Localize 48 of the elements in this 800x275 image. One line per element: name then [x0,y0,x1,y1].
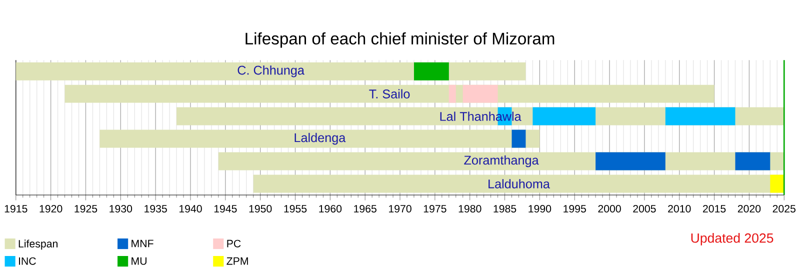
legend-label: Lifespan [18,240,58,250]
x-tick-label: 1930 [110,204,132,212]
legend-label: PC [227,240,241,248]
x-tick-label: 2000 [598,204,621,212]
y-tick-label: Laldenga [294,132,346,145]
x-tick-label: 2005 [633,204,656,212]
bar [532,107,596,126]
x-tick-label: 1965 [354,204,376,212]
y-tick-label: C. Chhunga [238,65,304,78]
x-tick-label: 1955 [284,204,307,212]
x-tick-label: 1915 [4,204,28,212]
bar [770,174,784,193]
x-tick-label: 1920 [40,204,62,212]
x-tick-label: 1980 [458,204,482,212]
x-tick-label: 1950 [249,204,272,212]
x-tick-label: 1985 [494,204,516,212]
x-tick-label: 1940 [179,204,202,212]
text: Updated 2025 [691,232,774,246]
x-tick-label: 1995 [564,204,586,212]
y-tick-label: Lalduhoma [488,179,550,188]
bar [512,130,526,148]
bar [462,84,498,103]
legend-label: ZPM [226,257,248,265]
bar [735,152,770,170]
chart-title: Lifespan of each chief minister of Mizoram [246,32,554,48]
y-tick-label: T. Sailo [369,89,410,98]
x-tick-label: 1945 [214,204,237,212]
x-tick-label: 1935 [144,204,167,212]
bar [448,84,456,103]
x-tick-label: 1970 [389,204,412,212]
bar [16,62,526,80]
legend-label: MU [132,257,146,265]
bar [665,107,736,126]
x-tick-label: 1990 [528,204,552,212]
x-tick-label: 2020 [738,204,761,212]
x-tick-label: 1960 [319,204,342,212]
x-tick-label: 1975 [424,204,446,212]
x-tick-label: 2010 [668,204,691,212]
bar [596,152,666,170]
bar [414,62,449,80]
legend-label: INC [18,257,36,265]
x-tick-label: 1925 [74,204,98,212]
x-tick-label: 2025 [772,204,796,212]
bar [64,84,714,103]
x-tick-label: 2015 [703,204,726,212]
y-tick-label: Zoramthanga [464,155,539,168]
bar [100,130,540,148]
legend-label: MNF [132,240,154,248]
